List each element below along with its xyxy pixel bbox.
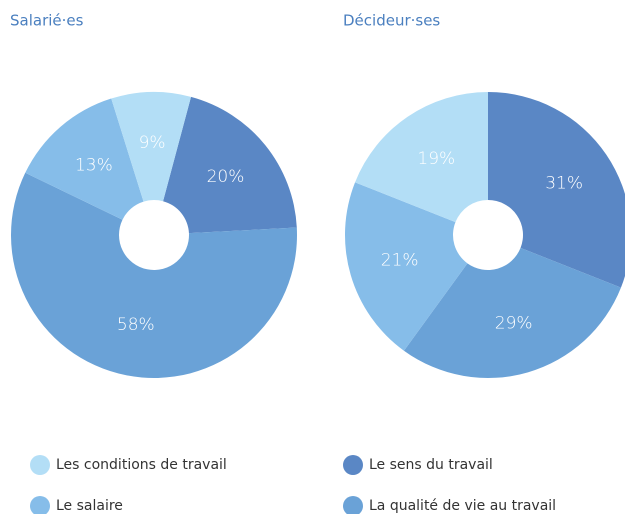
value-label: 58% — [117, 315, 155, 335]
value-label: 13% — [75, 155, 113, 175]
value-label: 31% — [545, 173, 583, 193]
chart-title: Salarié·es — [10, 12, 84, 30]
legend-swatch — [30, 496, 50, 514]
legend-swatch — [30, 455, 50, 475]
legend-label: Les conditions de travail — [56, 457, 227, 473]
slice — [163, 96, 297, 234]
legend-label: Le salaire — [56, 498, 123, 514]
slice — [403, 247, 621, 378]
legend-label: La qualité de vie au travail — [369, 498, 556, 514]
slice — [488, 92, 625, 288]
legend-label: Le sens du travail — [369, 457, 493, 473]
value-label: 29% — [495, 313, 533, 333]
chart-title: Décideur·ses — [343, 12, 440, 30]
slice — [111, 91, 192, 202]
slice — [25, 98, 144, 220]
value-label: 20% — [207, 167, 245, 187]
value-label: 19% — [417, 149, 455, 169]
legend-swatch — [343, 496, 363, 514]
legend-swatch — [343, 455, 363, 475]
slice — [355, 91, 488, 223]
slice — [345, 182, 468, 351]
value-label: 21% — [381, 251, 419, 271]
value-label: 9% — [139, 133, 166, 153]
slice — [10, 172, 297, 378]
